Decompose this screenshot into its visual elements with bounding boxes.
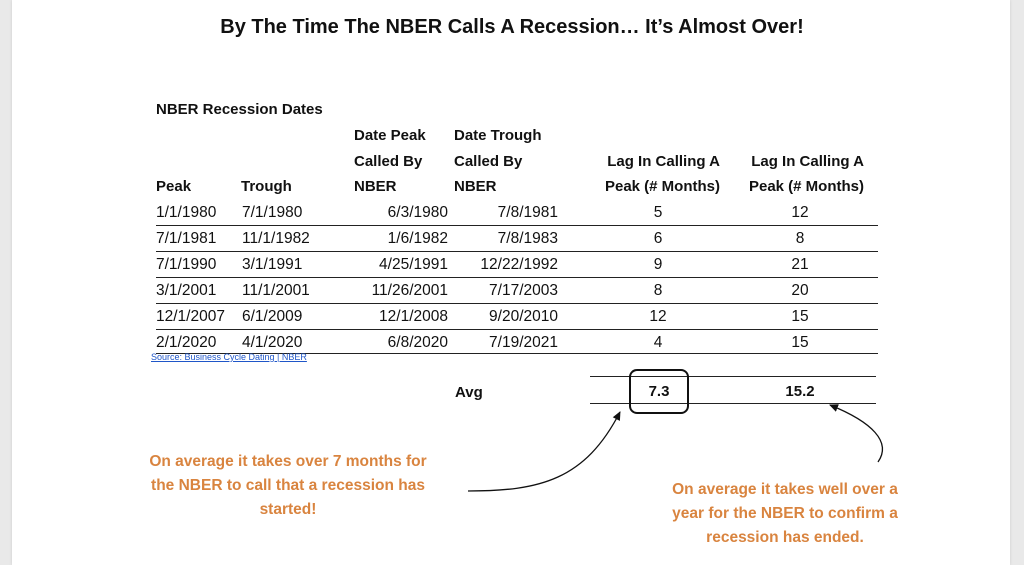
avg-peak-lag-value: 7.3 [648, 383, 670, 400]
table-cell-peak-called: 6/3/1980 [387, 204, 448, 221]
header-lag-peak-line1: Lag In Calling A [607, 153, 720, 170]
table-cell-peak: 7/1/1981 [156, 230, 217, 247]
table-cell-peak-called: 1/6/1982 [387, 230, 448, 247]
table-cell-peak: 12/1/2007 [156, 308, 225, 325]
right-arrow [829, 404, 884, 463]
left-annotation-line: started! [259, 501, 317, 518]
table-cell-peak-called: 11/26/2001 [371, 282, 448, 299]
header-trough: Trough [241, 178, 292, 195]
right-annotation: On average it takes well over a year for… [630, 478, 940, 550]
header-trough-called-line3: NBER [454, 178, 497, 195]
table-cell-trough: 11/1/2001 [242, 282, 310, 299]
row-divider [156, 303, 878, 304]
table-cell-peak-called: 12/1/2008 [379, 308, 448, 325]
header-trough-called-line1: Date Trough [454, 127, 542, 144]
source-link[interactable]: Source: Business Cycle Dating | NBER [151, 352, 307, 362]
table-cell-lag-peak: 8 [653, 282, 663, 299]
header-lag-trough-line2: Peak (# Months) [748, 178, 864, 195]
table-cell-lag-peak: 9 [653, 256, 663, 273]
table-cell-trough-called: 7/8/1983 [497, 230, 558, 247]
table-cell-trough: 3/1/1991 [242, 256, 303, 273]
document-page [12, 0, 1010, 565]
right-annotation-line: year for the NBER to confirm a [672, 505, 898, 522]
table-cell-trough: 6/1/2009 [242, 308, 303, 325]
table-cell-trough: 4/1/2020 [242, 334, 303, 351]
table-cell-trough-called: 7/17/2003 [489, 282, 558, 299]
table-cell-lag-trough: 8 [795, 230, 805, 247]
section-title: NBER Recession Dates [156, 101, 323, 118]
avg-top-rule [590, 376, 876, 377]
table-cell-peak: 1/1/1980 [156, 204, 217, 221]
table-cell-trough-called: 9/20/2010 [489, 308, 558, 325]
table-cell-trough-called: 7/19/2021 [489, 334, 558, 351]
row-divider [156, 353, 878, 354]
avg-label: Avg [455, 384, 483, 401]
table-cell-lag-trough: 12 [791, 204, 809, 221]
left-arrow [467, 411, 621, 492]
right-annotation-line: recession has ended. [706, 529, 864, 546]
header-lag-trough-line1: Lag In Calling A [751, 153, 864, 170]
header-peak: Peak [156, 178, 192, 195]
table-cell-peak-called: 4/25/1991 [379, 256, 448, 273]
avg-trough-lag-value: 15.2 [785, 383, 815, 400]
row-divider [156, 225, 878, 226]
row-divider [156, 251, 878, 252]
avg-highlight-box [629, 369, 689, 414]
table-cell-trough: 11/1/1982 [242, 230, 310, 247]
header-lag-peak-line2: Peak (# Months) [604, 178, 720, 195]
row-divider [156, 329, 878, 330]
table-cell-lag-peak: 5 [653, 204, 663, 221]
table-cell-lag-trough: 15 [791, 334, 809, 351]
table-cell-trough-called: 12/22/1992 [480, 256, 558, 273]
right-annotation-line: On average it takes well over a [672, 481, 898, 498]
table-cell-peak: 3/1/2001 [156, 282, 217, 299]
table-cell-lag-peak: 12 [649, 308, 667, 325]
header-peak-called-line3: NBER [354, 178, 397, 195]
table-cell-lag-trough: 15 [791, 308, 809, 325]
avg-bottom-rule [590, 403, 876, 404]
header-peak-called-line1: Date Peak [354, 127, 426, 144]
table-cell-trough-called: 7/8/1981 [497, 204, 558, 221]
table-cell-trough: 7/1/1980 [242, 204, 303, 221]
page-title: By The Time The NBER Calls A Recession… … [220, 16, 804, 38]
table-cell-lag-peak: 4 [653, 334, 663, 351]
left-annotation-line: the NBER to call that a recession has [151, 477, 425, 494]
header-peak-called-line2: Called By [354, 153, 423, 170]
table-cell-peak: 7/1/1990 [156, 256, 217, 273]
table-cell-lag-peak: 6 [653, 230, 663, 247]
table-cell-lag-trough: 20 [791, 282, 809, 299]
row-divider [156, 277, 878, 278]
left-annotation-line: On average it takes over 7 months for [149, 453, 427, 470]
left-annotation: On average it takes over 7 months for th… [110, 450, 466, 522]
table-cell-peak-called: 6/8/2020 [387, 334, 448, 351]
table-cell-lag-trough: 21 [791, 256, 809, 273]
header-trough-called-line2: Called By [454, 153, 523, 170]
table-cell-peak: 2/1/2020 [156, 334, 217, 351]
